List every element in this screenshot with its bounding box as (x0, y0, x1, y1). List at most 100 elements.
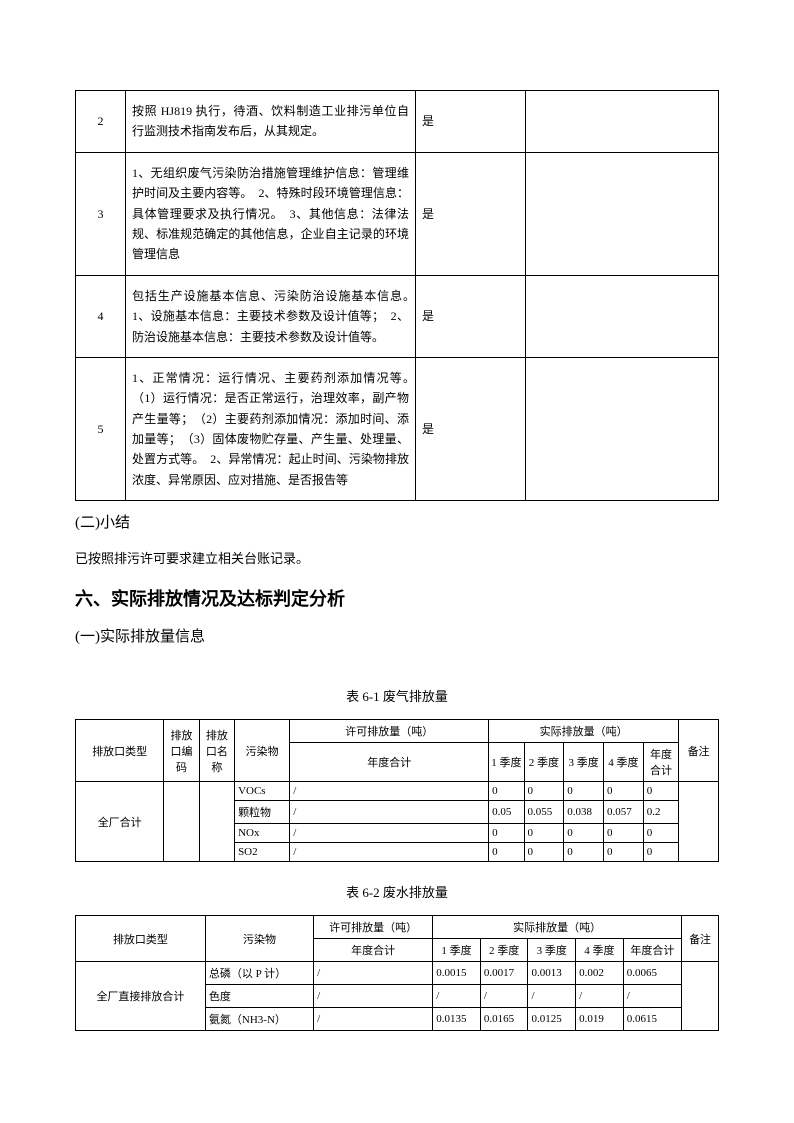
row-last (526, 275, 719, 357)
q4-cell: 0.057 (604, 801, 644, 824)
annual-cell: 0.0065 (623, 962, 681, 985)
row-yes: 是 (416, 357, 526, 500)
q4-cell: 0 (604, 782, 644, 801)
annual-cell: 0 (643, 843, 678, 862)
table-row: 4包括生产设施基本信息、污染防治设施基本信息。 1、设施基本信息：主要技术参数及… (76, 275, 719, 357)
q1-cell: 0 (489, 824, 524, 843)
permit-cell: / (290, 824, 489, 843)
annual-cell: / (623, 985, 681, 1008)
page-container: 2按照 HJ819 执行，待酒、饮料制造工业排污单位自行监测技术指南发布后，从其… (0, 0, 794, 1091)
col-q2: 2 季度 (524, 743, 564, 782)
q3-cell: 0 (564, 782, 604, 801)
table-6-2-caption: 表 6-2 废水排放量 (75, 882, 719, 901)
group-label: 全厂合计 (76, 782, 164, 862)
permit-cell: / (314, 1008, 433, 1031)
col-outlet-type: 排放口类型 (76, 916, 206, 962)
col-q2: 2 季度 (480, 939, 528, 962)
q4-cell: 0.002 (576, 962, 624, 985)
table-header-row: 排放口类型 排放口编码 排放口名称 污染物 许可排放量（吨） 实际排放量（吨） … (76, 720, 719, 743)
pollutant-cell: 氨氮（NH3-N） (205, 1008, 313, 1031)
col-q4: 4 季度 (576, 939, 624, 962)
table-row: 31、无组织废气污染防治措施管理维护信息：管理维护时间及主要内容等。 2、特殊时… (76, 152, 719, 275)
row-yes: 是 (416, 275, 526, 357)
table-6-1-caption: 表 6-1 废气排放量 (75, 686, 719, 705)
q4-cell: 0 (604, 843, 644, 862)
row-num: 5 (76, 357, 126, 500)
group-label: 全厂直接排放合计 (76, 962, 206, 1031)
q1-cell: 0.0135 (433, 1008, 481, 1031)
pollutant-cell: NOx (235, 824, 290, 843)
row-last (526, 152, 719, 275)
section-6-1-heading: (一)实际排放量信息 (75, 625, 719, 646)
q3-cell: / (528, 985, 576, 1008)
col-actual-amount: 实际排放量（吨） (489, 720, 679, 743)
pollutant-cell: SO2 (235, 843, 290, 862)
summary-text: 已按照排污许可要求建立相关台账记录。 (75, 548, 719, 567)
table-6-1: 排放口类型 排放口编码 排放口名称 污染物 许可排放量（吨） 实际排放量（吨） … (75, 719, 719, 862)
table-header-row: 排放口类型 污染物 许可排放量（吨） 实际排放量（吨） 备注 (76, 916, 719, 939)
q1-cell: 0.05 (489, 801, 524, 824)
row-num: 4 (76, 275, 126, 357)
col-q1: 1 季度 (489, 743, 524, 782)
annual-cell: 0 (643, 782, 678, 801)
col-outlet-code: 排放口编码 (164, 720, 199, 782)
q2-cell: 0.055 (524, 801, 564, 824)
permit-cell: / (290, 801, 489, 824)
q4-cell: 0.019 (576, 1008, 624, 1031)
permit-cell: / (314, 962, 433, 985)
table-row: 51、正常情况：运行情况、主要药剂添加情况等。 （1）运行情况：是否正常运行，治… (76, 357, 719, 500)
q2-cell: 0 (524, 782, 564, 801)
q3-cell: 0 (564, 824, 604, 843)
table-row: 2按照 HJ819 执行，待酒、饮料制造工业排污单位自行监测技术指南发布后，从其… (76, 91, 719, 153)
q4-cell: 0 (604, 824, 644, 843)
col-pollutant: 污染物 (205, 916, 313, 962)
col-q3: 3 季度 (564, 743, 604, 782)
annual-cell: 0 (643, 824, 678, 843)
col-remark: 备注 (682, 916, 719, 962)
permit-cell: / (290, 782, 489, 801)
q3-cell: 0.0013 (528, 962, 576, 985)
q2-cell: 0 (524, 824, 564, 843)
q1-cell: / (433, 985, 481, 1008)
permit-cell: / (314, 985, 433, 1008)
col-outlet-type: 排放口类型 (76, 720, 164, 782)
q2-cell: 0.0017 (480, 962, 528, 985)
col-annual-total: 年度合计 (314, 939, 433, 962)
row-num: 3 (76, 152, 126, 275)
row-desc: 按照 HJ819 执行，待酒、饮料制造工业排污单位自行监测技术指南发布后，从其规… (126, 91, 416, 153)
q3-cell: 0.0125 (528, 1008, 576, 1031)
col-annual-total: 年度合计 (290, 743, 489, 782)
permit-cell: / (290, 843, 489, 862)
col-annual: 年度合计 (643, 743, 678, 782)
table-row: 全厂合计VOCs/00000 (76, 782, 719, 801)
row-desc: 1、正常情况：运行情况、主要药剂添加情况等。 （1）运行情况：是否正常运行，治理… (126, 357, 416, 500)
row-desc: 包括生产设施基本信息、污染防治设施基本信息。 1、设施基本信息：主要技术参数及设… (126, 275, 416, 357)
annual-cell: 0.0615 (623, 1008, 681, 1031)
col-actual-amount: 实际排放量（吨） (433, 916, 682, 939)
q3-cell: 0.038 (564, 801, 604, 824)
row-yes: 是 (416, 152, 526, 275)
summary-heading: (二)小结 (75, 511, 719, 532)
col-pollutant: 污染物 (235, 720, 290, 782)
pollutant-cell: 色度 (205, 985, 313, 1008)
col-annual: 年度合计 (623, 939, 681, 962)
row-last (526, 357, 719, 500)
col-outlet-name: 排放口名称 (199, 720, 234, 782)
col-q1: 1 季度 (433, 939, 481, 962)
row-desc: 1、无组织废气污染防治措施管理维护信息：管理维护时间及主要内容等。 2、特殊时段… (126, 152, 416, 275)
outlet-code-cell (164, 782, 199, 862)
q2-cell: / (480, 985, 528, 1008)
q1-cell: 0 (489, 843, 524, 862)
q3-cell: 0 (564, 843, 604, 862)
remark-cell (679, 782, 719, 862)
table-row: 全厂直接排放合计总磷（以 P 计）/0.00150.00170.00130.00… (76, 962, 719, 985)
q2-cell: 0.0165 (480, 1008, 528, 1031)
annual-cell: 0.2 (643, 801, 678, 824)
row-yes: 是 (416, 91, 526, 153)
row-last (526, 91, 719, 153)
table-6-2: 排放口类型 污染物 许可排放量（吨） 实际排放量（吨） 备注 年度合计 1 季度… (75, 915, 719, 1031)
remark-cell (682, 962, 719, 1031)
q2-cell: 0 (524, 843, 564, 862)
pollutant-cell: 总磷（以 P 计） (205, 962, 313, 985)
col-q4: 4 季度 (604, 743, 644, 782)
